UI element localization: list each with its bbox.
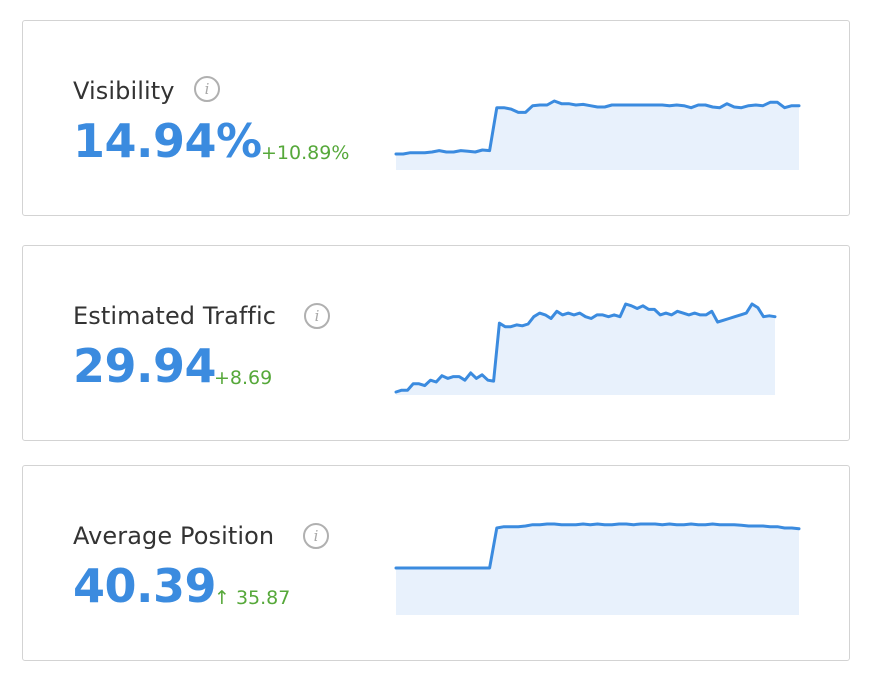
average-position-card: Average Position i 40.39 ↑ 35.87	[22, 465, 850, 661]
estimated-traffic-delta: +8.69	[214, 367, 273, 389]
average-position-delta: ↑ 35.87	[214, 587, 291, 609]
visibility-sparkline	[394, 99, 801, 170]
average-position-sparkline	[394, 522, 801, 615]
estimated-traffic-sparkline	[394, 302, 777, 395]
average-position-label: Average Position	[73, 522, 275, 550]
visibility-card: Visibility i 14.94% +10.89%	[22, 20, 850, 216]
info-icon[interactable]: i	[303, 523, 329, 549]
visibility-value: 14.94%	[73, 114, 262, 168]
sparkline-line	[394, 522, 801, 570]
sparkline-area	[396, 524, 799, 615]
estimated-traffic-label: Estimated Traffic	[73, 302, 277, 330]
info-icon[interactable]: i	[194, 76, 220, 102]
estimated-traffic-card: Estimated Traffic i 29.94 +8.69	[22, 245, 850, 441]
average-position-value: 40.39	[73, 559, 217, 613]
sparkline-line	[394, 99, 801, 156]
sparkline-line	[394, 302, 777, 394]
sparkline-area	[396, 304, 775, 395]
sparkline-area	[396, 101, 799, 170]
info-icon[interactable]: i	[304, 303, 330, 329]
visibility-label: Visibility	[73, 77, 175, 105]
visibility-delta: +10.89%	[261, 142, 350, 164]
estimated-traffic-value: 29.94	[73, 339, 217, 393]
